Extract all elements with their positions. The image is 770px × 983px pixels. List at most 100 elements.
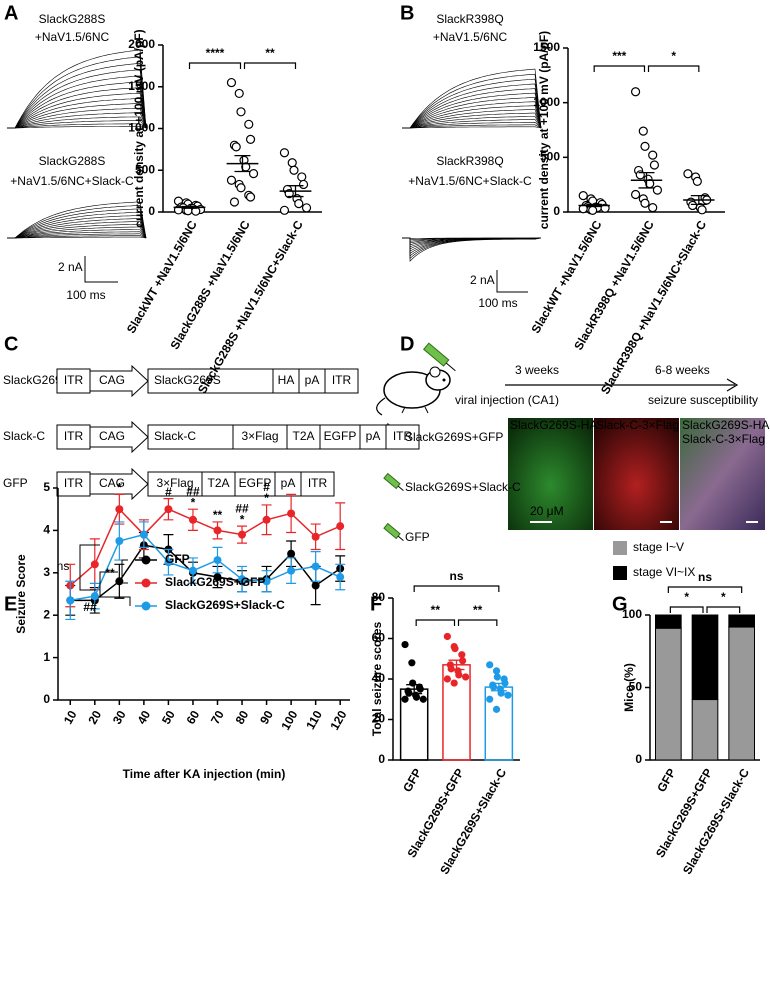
x-tick-label: 50 — [159, 708, 178, 727]
significance-label: * — [721, 590, 726, 604]
data-point — [298, 179, 309, 190]
data-point — [486, 661, 494, 669]
data-point — [279, 148, 290, 158]
error-bar — [234, 154, 251, 173]
trace-title: +NaV1.5/6NC+Slack-C — [10, 174, 134, 188]
scale-label: 2 nA — [470, 273, 495, 287]
data-point — [287, 509, 296, 518]
construct-box — [147, 424, 234, 450]
series-line — [70, 533, 341, 602]
image-label: SlackG269S-HA — [682, 418, 769, 432]
current-trace — [402, 109, 542, 129]
significance-bracket — [647, 65, 700, 72]
construct-box — [359, 424, 387, 450]
error-bar — [448, 659, 465, 671]
significance-label: ** — [105, 566, 115, 580]
data-point — [297, 172, 307, 182]
construct-box — [300, 471, 335, 497]
significance-mark: * — [240, 512, 245, 526]
current-trace — [7, 233, 147, 239]
data-point — [688, 200, 698, 211]
data-point — [486, 695, 494, 703]
data-point — [450, 679, 458, 687]
construct-part: T2A — [292, 429, 314, 443]
significance-label: **** — [206, 46, 225, 60]
significance-label: * — [671, 49, 676, 63]
legend-label: SlackG269S+Slack-C — [165, 598, 285, 612]
significance-bracket — [669, 606, 704, 613]
panel-label: D — [400, 333, 414, 355]
scale-label: 2 nA — [58, 260, 83, 274]
current-trace — [402, 83, 542, 129]
current-trace — [402, 112, 542, 129]
construct-part: EGFP — [239, 476, 272, 490]
data-point — [451, 645, 459, 653]
significance-bracket — [188, 62, 242, 69]
y-tick-label: 1000 — [533, 95, 560, 109]
trace-title: SlackG288S — [39, 154, 106, 168]
current-trace — [402, 78, 542, 129]
data-point — [287, 158, 297, 168]
current-trace — [7, 92, 147, 129]
error-bar — [287, 185, 304, 198]
scale-label: 20 μM — [530, 504, 564, 518]
y-tick-label: 60 — [372, 631, 386, 645]
panel-label: G — [612, 593, 628, 615]
promoter-arrow — [89, 364, 149, 398]
trace-title: SlackG288S — [39, 12, 106, 26]
significance-label: ns — [449, 569, 463, 583]
data-point — [648, 203, 658, 213]
x-tick-label: 70 — [208, 708, 227, 727]
data-point — [248, 168, 259, 179]
stacked-bar — [728, 626, 755, 761]
y-tick-label: 1 — [43, 650, 50, 664]
current-trace — [402, 68, 542, 129]
data-point — [492, 667, 501, 675]
legend-label: stage VI~IX — [633, 565, 695, 579]
error-bar — [690, 194, 707, 205]
data-point — [640, 198, 650, 208]
y-tick-label: 0 — [635, 752, 642, 766]
current-trace — [7, 223, 147, 239]
current-trace — [402, 237, 542, 262]
x-tick-label: 60 — [183, 708, 202, 727]
scale-bar — [496, 270, 528, 293]
x-tick-label: 80 — [233, 708, 252, 727]
significance-bracket — [413, 585, 500, 592]
x-tick-label: 100 — [278, 708, 300, 733]
current-trace — [402, 119, 542, 129]
data-point — [294, 199, 304, 209]
legend-marker — [141, 555, 151, 565]
construct-box — [324, 368, 359, 394]
data-point — [697, 205, 707, 215]
data-point — [139, 530, 148, 539]
y-tick-label: 4 — [43, 523, 50, 537]
y-tick-label: 500 — [135, 162, 155, 176]
y-tick-label: 500 — [540, 150, 560, 164]
timeline-label: viral injection (CA1) — [455, 393, 559, 407]
construct-part: CAG — [99, 429, 125, 443]
significance-bracket — [593, 65, 646, 72]
significance-label: ## — [83, 600, 97, 614]
x-tick-label: 30 — [110, 708, 129, 727]
data-point — [234, 88, 244, 99]
data-point — [90, 560, 99, 569]
trace-title: +NaV1.5/6NC — [35, 30, 110, 44]
construct-name: SlackG269S — [3, 373, 70, 387]
stacked-bar — [728, 614, 755, 628]
current-trace — [402, 88, 542, 129]
current-trace — [402, 105, 542, 129]
data-point — [245, 192, 256, 202]
data-point — [226, 175, 237, 185]
data-point — [443, 632, 451, 641]
x-tick-label: GFP — [654, 766, 678, 794]
construct-part: 3×Flag — [156, 476, 193, 490]
data-point — [683, 169, 693, 179]
significance-bracket — [706, 606, 741, 613]
current-trace — [7, 69, 147, 129]
data-point — [419, 695, 427, 703]
construct-part: ITR — [393, 429, 413, 443]
data-point — [164, 505, 173, 514]
current-trace — [7, 211, 147, 239]
